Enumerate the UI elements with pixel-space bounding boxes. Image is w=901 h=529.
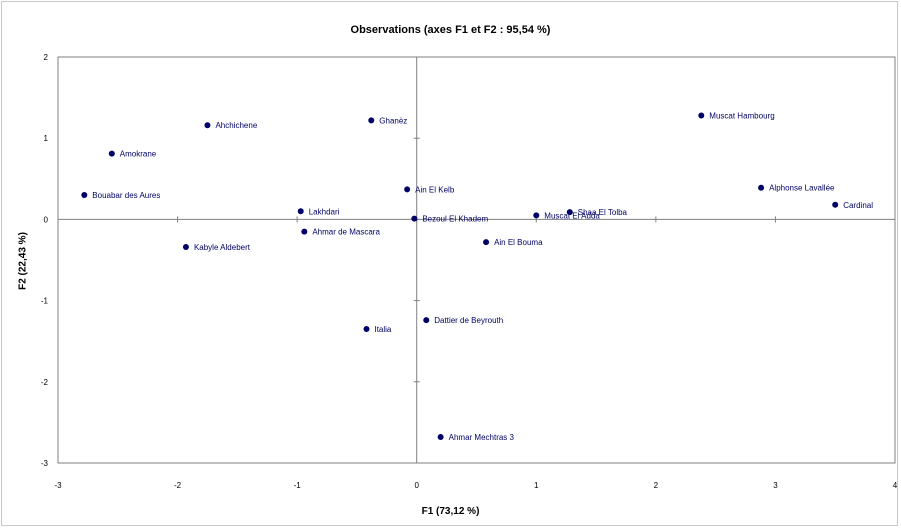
data-point	[483, 239, 490, 246]
y-tick-label: 1	[44, 134, 49, 143]
point-label: Ain El Bouma	[494, 238, 543, 247]
point-label: Muscat El Adda	[544, 211, 600, 220]
x-tick-label: 2	[654, 481, 659, 490]
y-tick-label: -2	[41, 378, 49, 387]
point-label: Ain El Kelb	[415, 185, 455, 194]
x-axis-title: F1 (73,12 %)	[421, 506, 480, 517]
data-point	[301, 228, 308, 235]
point-label: Muscat Hambourg	[709, 111, 774, 120]
data-point	[423, 317, 430, 324]
x-tick-label: 3	[773, 481, 778, 490]
point-label: Ahchichene	[215, 121, 257, 130]
y-tick-label: -1	[41, 297, 49, 306]
data-point	[404, 186, 411, 193]
point-label: Cardinal	[843, 201, 873, 210]
x-tick-label: 1	[534, 481, 539, 490]
data-point	[368, 117, 375, 124]
y-tick-label: 2	[44, 53, 49, 62]
x-tick-label: -2	[174, 481, 182, 490]
data-point	[698, 112, 705, 119]
data-point	[182, 244, 189, 251]
point-label: Amokrane	[120, 150, 157, 159]
chart-title: Observations (axes F1 et F2 : 95,54 %)	[350, 24, 551, 36]
plot-area-border	[57, 56, 896, 464]
data-point	[437, 434, 444, 441]
point-label: Ahmar de Mascara	[312, 228, 380, 237]
data-point	[758, 184, 765, 191]
point-label: Ghanèz	[379, 116, 407, 125]
x-tick-label: -1	[294, 481, 302, 490]
y-tick-label: -3	[41, 459, 49, 468]
data-point	[533, 212, 540, 219]
point-label: Alphonse Lavallée	[769, 184, 835, 193]
data-point	[297, 208, 304, 215]
point-label: Lakhdari	[309, 207, 340, 216]
point-label: Ahmar Mechtras 3	[449, 433, 515, 442]
point-label: Bezoul El Khadem	[422, 215, 488, 224]
data-point	[832, 201, 839, 208]
y-tick-label: 0	[44, 215, 49, 224]
data-point	[108, 150, 115, 157]
point-label: Shaa El Tolba	[578, 208, 628, 217]
data-point	[411, 215, 418, 222]
data-point	[566, 209, 573, 216]
point-label: Italia	[374, 325, 391, 334]
point-label: Kabyle Aldebert	[194, 243, 251, 252]
data-point	[363, 326, 370, 333]
data-point	[204, 122, 211, 129]
x-tick-label: -3	[54, 481, 62, 490]
point-label: Bouabar des Aures	[92, 191, 160, 200]
x-tick-label: 0	[414, 481, 419, 490]
x-tick-label: 4	[893, 481, 898, 490]
data-point	[81, 192, 88, 199]
point-label: Dattier de Beyrouth	[434, 316, 503, 325]
